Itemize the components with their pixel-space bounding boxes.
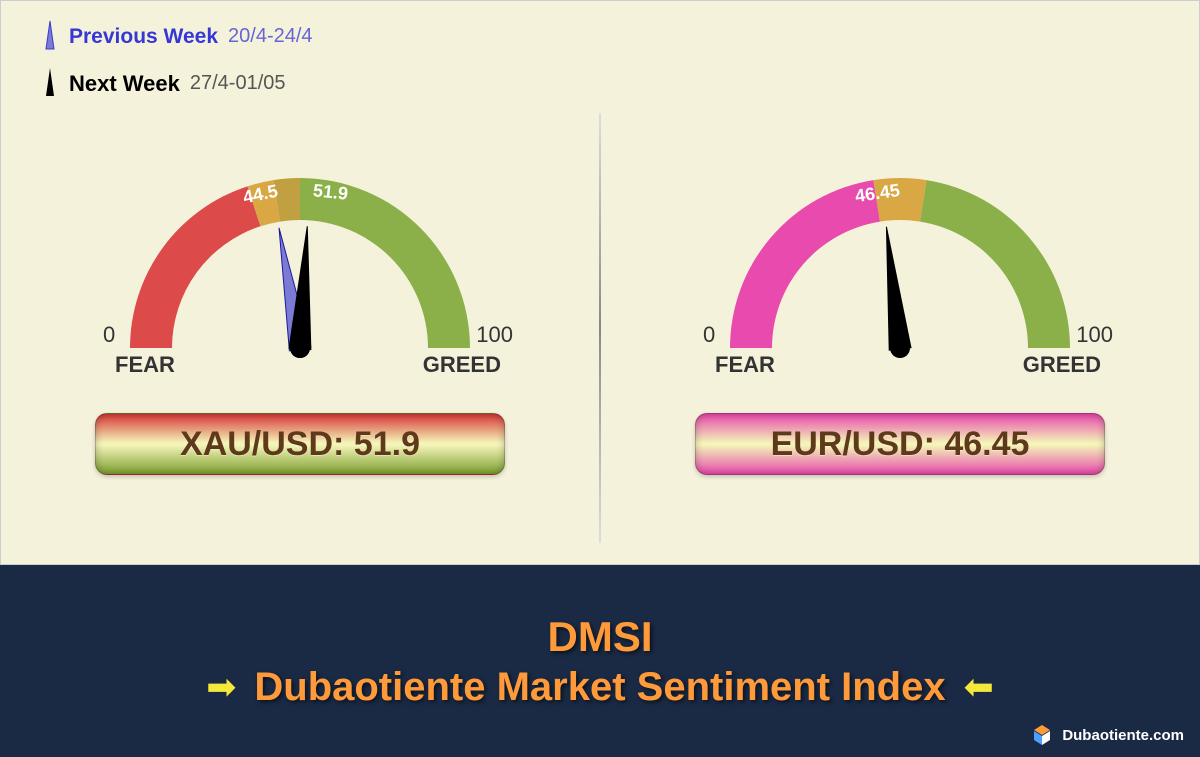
needle-icon	[41, 19, 59, 54]
brand: Dubaotiente.com	[1030, 723, 1184, 747]
title-footer: DMSI ➡ Dubaotiente Market Sentiment Inde…	[0, 565, 1200, 757]
scale-min: 0	[103, 322, 115, 348]
scale-min: 0	[703, 322, 715, 348]
gauges-container: Previous Week 20/4-24/4 Next Week 27/4-0…	[0, 0, 1200, 565]
greed-label: GREED	[1023, 352, 1101, 378]
page-root: Previous Week 20/4-24/4 Next Week 27/4-0…	[0, 0, 1200, 757]
legend-previous-date: 20/4-24/4	[228, 25, 313, 48]
gauges-row: 0 100 FEAR GREED 44.5 51.9 XAU/USD: 51.9…	[1, 113, 1199, 553]
arrow-right-icon: ➡	[206, 666, 236, 708]
title-acronym: DMSI	[548, 613, 653, 661]
fear-label: FEAR	[115, 352, 175, 378]
scale-max: 100	[476, 322, 513, 348]
right-panel: 0 100 FEAR GREED 46.45 EUR/USD: 46.45	[601, 113, 1199, 553]
arrow-left-icon: ⬅	[964, 666, 994, 708]
legend-previous-row: Previous Week 20/4-24/4	[41, 19, 1199, 54]
greed-label: GREED	[423, 352, 501, 378]
title-full: Dubaotiente Market Sentiment Index	[254, 665, 945, 710]
left-gauge: 0 100 FEAR GREED 44.5 51.9	[85, 128, 515, 368]
scale-max: 100	[1076, 322, 1113, 348]
left-value-box: XAU/USD: 51.9	[95, 413, 505, 475]
legend-next-row: Next Week 27/4-01/05	[41, 66, 1199, 101]
gauge-chart	[85, 128, 515, 378]
fear-label: FEAR	[715, 352, 775, 378]
left-panel: 0 100 FEAR GREED 44.5 51.9 XAU/USD: 51.9	[1, 113, 599, 553]
gauge-chart	[685, 128, 1115, 378]
legend: Previous Week 20/4-24/4 Next Week 27/4-0…	[1, 1, 1199, 101]
right-value-box: EUR/USD: 46.45	[695, 413, 1105, 475]
needle-icon	[41, 66, 59, 101]
brand-logo-icon	[1030, 723, 1054, 747]
brand-text: Dubaotiente.com	[1062, 727, 1184, 744]
legend-next-date: 27/4-01/05	[190, 72, 286, 95]
value-label: 51.9	[312, 180, 349, 205]
title-full-row: ➡ Dubaotiente Market Sentiment Index ⬅	[206, 665, 994, 710]
legend-previous-label: Previous Week	[69, 25, 218, 49]
legend-next-label: Next Week	[69, 71, 180, 97]
right-gauge: 0 100 FEAR GREED 46.45	[685, 128, 1115, 368]
